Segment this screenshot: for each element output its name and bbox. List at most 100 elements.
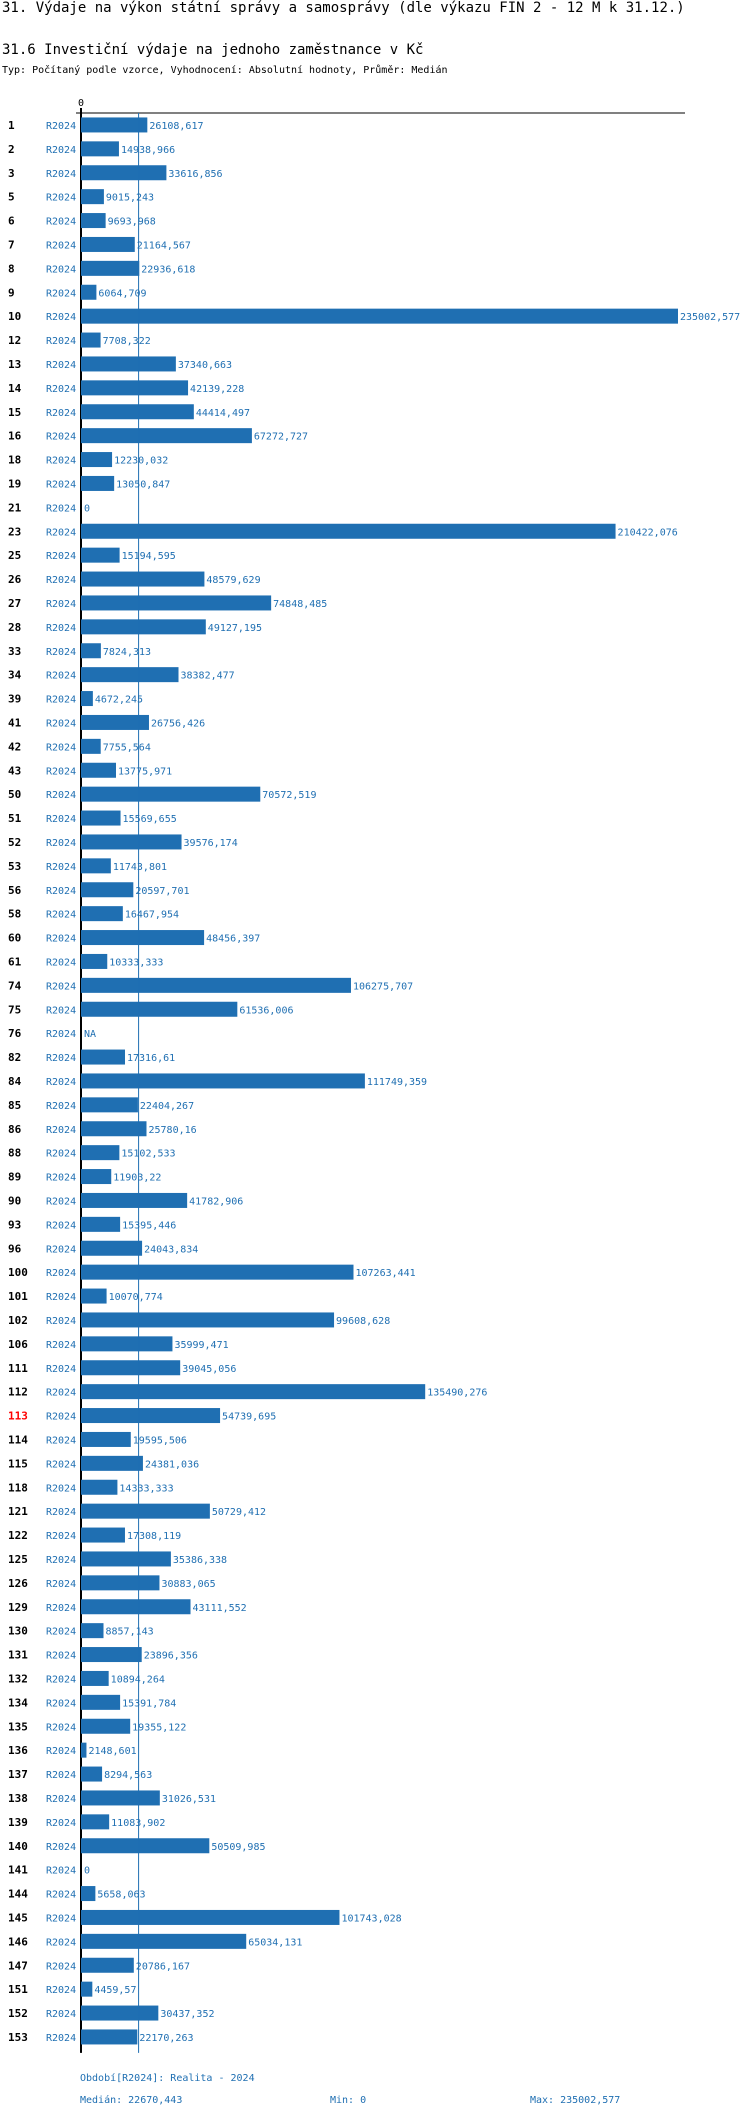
row-period-label: R2024 xyxy=(46,1674,76,1685)
bar xyxy=(81,1527,125,1543)
bar-value-label: 74848,485 xyxy=(273,599,327,610)
row-id-label: 139 xyxy=(8,1816,28,1829)
footer-median: Medián: 22670,443 xyxy=(80,2095,183,2106)
bar xyxy=(81,1599,191,1615)
bar xyxy=(81,117,148,133)
bar xyxy=(81,141,119,157)
bar-value-label: 35999,471 xyxy=(174,1340,228,1351)
bar xyxy=(81,1240,143,1256)
row-period-label: R2024 xyxy=(46,695,76,706)
bar xyxy=(81,858,111,874)
row-id-label: 39 xyxy=(8,693,21,706)
row-id-label: 131 xyxy=(8,1649,28,1662)
bar xyxy=(81,930,205,946)
bar xyxy=(81,1742,87,1758)
row-period-label: R2024 xyxy=(46,1005,76,1016)
row-period-label: R2024 xyxy=(46,1125,76,1136)
bar-value-label: 5658,063 xyxy=(97,1890,145,1901)
row-id-label: 146 xyxy=(8,1935,28,1948)
bar-value-label: 106275,707 xyxy=(353,981,413,992)
row-period-label: R2024 xyxy=(46,432,76,443)
bar xyxy=(81,1169,112,1185)
row-id-label: 85 xyxy=(8,1099,21,1112)
bar xyxy=(81,1216,121,1232)
row-period-label: R2024 xyxy=(46,1292,76,1303)
row-id-label: 51 xyxy=(8,812,22,825)
bar-value-label: 6064,709 xyxy=(98,288,146,299)
row-id-label: 33 xyxy=(8,645,21,658)
row-id-label: 129 xyxy=(8,1601,28,1614)
row-period-label: R2024 xyxy=(46,766,76,777)
bar xyxy=(81,1766,103,1782)
row-period-label: R2024 xyxy=(46,742,76,753)
row-id-label: 100 xyxy=(8,1266,28,1279)
row-period-label: R2024 xyxy=(46,671,76,682)
row-id-label: 137 xyxy=(8,1768,28,1781)
row-period-label: R2024 xyxy=(46,1388,76,1399)
chart-meta: Typ: Počítaný podle vzorce, Vyhodnocení:… xyxy=(2,65,448,76)
row-period-label: R2024 xyxy=(46,910,76,921)
bar-value-label: 20786,167 xyxy=(136,1961,190,1972)
bar-value-label: 9693,968 xyxy=(108,217,156,228)
row-period-label: R2024 xyxy=(46,1220,76,1231)
bar-value-label: NA xyxy=(84,1029,96,1040)
row-period-label: R2024 xyxy=(46,1483,76,1494)
row-id-label: 43 xyxy=(8,764,21,777)
bar-value-label: 23896,356 xyxy=(144,1651,198,1662)
bar-value-label: 70572,519 xyxy=(262,790,316,801)
row-period-label: R2024 xyxy=(46,456,76,467)
row-period-label: R2024 xyxy=(46,1818,76,1829)
bar-value-label: 19355,122 xyxy=(132,1722,186,1733)
bar xyxy=(81,1551,171,1567)
row-period-label: R2024 xyxy=(46,1603,76,1614)
bar xyxy=(81,1192,188,1208)
row-id-label: 126 xyxy=(8,1577,28,1590)
bar-value-label: 11743,801 xyxy=(113,862,167,873)
row-id-label: 113 xyxy=(8,1410,28,1423)
bar-value-label: 25780,16 xyxy=(148,1125,196,1136)
bar xyxy=(81,1909,340,1925)
row-id-label: 2 xyxy=(8,143,15,156)
bar-value-label: 4459,57 xyxy=(94,1985,136,1996)
row-id-label: 121 xyxy=(8,1505,28,1518)
bar xyxy=(81,428,252,444)
row-id-label: 125 xyxy=(8,1553,28,1566)
bar-value-label: 19595,506 xyxy=(133,1435,187,1446)
bar xyxy=(81,571,205,587)
row-period-label: R2024 xyxy=(46,193,76,204)
row-period-label: R2024 xyxy=(46,336,76,347)
bar-value-label: 10333,333 xyxy=(109,957,163,968)
bar-value-label: 22404,267 xyxy=(140,1101,194,1112)
row-period-label: R2024 xyxy=(46,1340,76,1351)
bar xyxy=(81,1981,93,1997)
row-period-label: R2024 xyxy=(46,1412,76,1423)
bar-value-label: 22936,618 xyxy=(141,264,195,275)
row-period-label: R2024 xyxy=(46,934,76,945)
row-id-label: 21 xyxy=(8,501,22,514)
bar xyxy=(81,1145,120,1161)
row-period-label: R2024 xyxy=(46,1651,76,1662)
row-id-label: 16 xyxy=(8,430,22,443)
footer-max: Max: 235002,577 xyxy=(530,2095,621,2106)
bar xyxy=(81,1121,147,1137)
bar-value-label: 7824,313 xyxy=(103,647,151,658)
row-period-label: R2024 xyxy=(46,1149,76,1160)
chart-title: 31.6 Investiční výdaje na jednoho zaměst… xyxy=(2,42,424,58)
row-id-label: 144 xyxy=(8,1888,28,1901)
x-axis-zero-label: 0 xyxy=(78,98,84,109)
bar xyxy=(81,2029,138,2045)
row-id-label: 102 xyxy=(8,1314,28,1327)
bar xyxy=(81,1455,143,1471)
bar-value-label: 42139,228 xyxy=(190,384,244,395)
row-period-label: R2024 xyxy=(46,1459,76,1470)
row-period-label: R2024 xyxy=(46,217,76,228)
bar-value-label: 14333,333 xyxy=(119,1483,173,1494)
bar xyxy=(81,714,149,730)
bar xyxy=(81,284,97,300)
bar-value-label: 111749,359 xyxy=(367,1077,427,1088)
row-period-label: R2024 xyxy=(46,1627,76,1638)
bar-value-label: 39045,056 xyxy=(182,1364,236,1375)
bar-value-label: 33616,856 xyxy=(168,169,222,180)
bar xyxy=(81,786,261,802)
footer-min: Min: 0 xyxy=(330,2095,367,2106)
